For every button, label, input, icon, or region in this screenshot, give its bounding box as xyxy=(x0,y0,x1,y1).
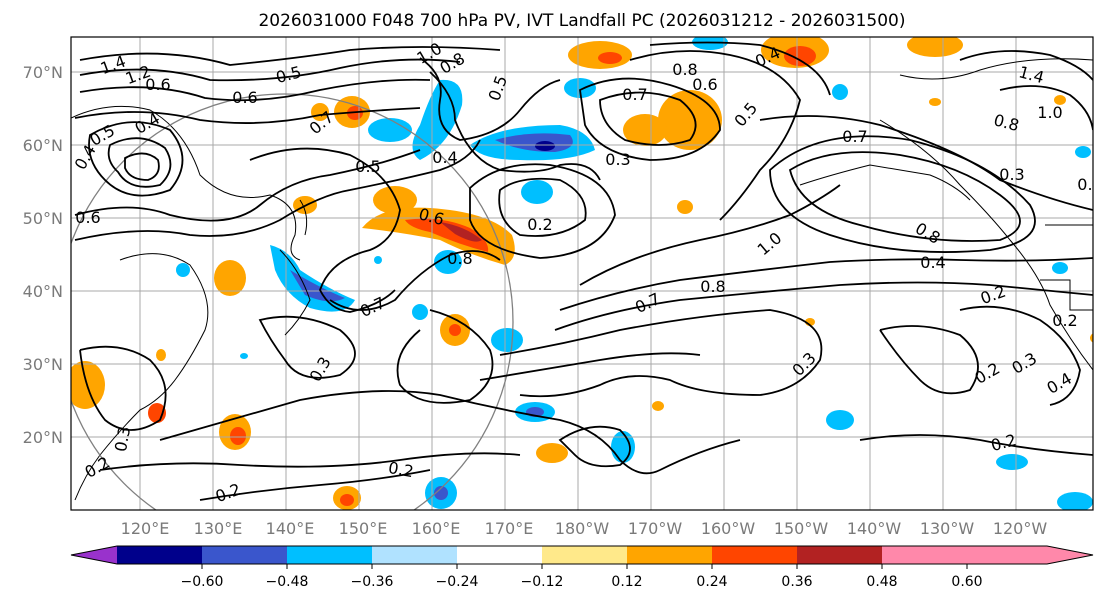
colorbar-extend-min xyxy=(71,546,117,564)
landfall-circle xyxy=(71,93,514,510)
lon-tick-label: 160°W xyxy=(701,519,756,538)
figure-title: 2026031000 F048 700 hPa PV, IVT Landfall… xyxy=(258,11,905,31)
colorbar-segment xyxy=(457,546,542,564)
graticule xyxy=(71,37,1093,510)
contour-label: 0.8 xyxy=(672,60,697,79)
contour-label: 0.5 xyxy=(355,157,380,176)
colorbar-tick-label: 0.12 xyxy=(611,574,642,590)
lat-tick-label: 60°N xyxy=(23,136,63,155)
lon-tick-label: 120°E xyxy=(121,519,170,538)
lon-tick-label: 130°W xyxy=(920,519,975,538)
colorbar-segment xyxy=(882,546,967,564)
contour-label: 0.8 xyxy=(700,277,725,296)
colorbar-tick-label: −0.60 xyxy=(181,574,224,590)
pv-contours xyxy=(74,41,1093,501)
lon-tick-label: 160°E xyxy=(412,519,461,538)
colorbar-segment xyxy=(202,546,287,564)
contour-label: 0.4 xyxy=(432,148,457,167)
map-frame xyxy=(70,36,1094,511)
colorbar-tick-marks xyxy=(201,564,968,569)
lon-axis: 120°E 130°E 140°E 150°E 160°E 170°E 180°… xyxy=(121,519,1048,538)
lat-tick-label: 50°N xyxy=(23,209,63,228)
colorbar-segment xyxy=(797,546,882,564)
lat-tick-label: 20°N xyxy=(23,428,63,447)
lat-tick-label: 30°N xyxy=(23,355,63,374)
contour-label: 0.7 xyxy=(622,85,647,104)
contour-label: 0.7 xyxy=(842,127,867,146)
contour-label: 0.4 xyxy=(920,253,945,272)
contour-label: 0.2 xyxy=(387,458,415,481)
lon-tick-label: 140°W xyxy=(847,519,902,538)
contour-label: 0.3 xyxy=(999,165,1024,184)
colorbar-tick-label: 0.48 xyxy=(866,574,897,590)
colorbar-tick-label: −0.48 xyxy=(266,574,309,590)
lon-tick-label: 180°W xyxy=(555,519,610,538)
colorbar: −0.60 −0.48 −0.36 −0.24 −0.12 0.12 0.24 … xyxy=(70,545,1094,590)
map-panel: 1.4 1.2 0.6 0.5 0.4 0.6 0.5 0.7 1.0 0.8 … xyxy=(70,36,1102,511)
colorbar-tick-label: −0.24 xyxy=(436,574,479,590)
colorbar-segment xyxy=(627,546,712,564)
lat-axis: 70°N 60°N 50°N 40°N 30°N 20°N xyxy=(23,63,63,447)
lat-tick-label: 40°N xyxy=(23,282,63,301)
contour-label: 0.6 xyxy=(145,75,170,94)
contour-label: 0.8 xyxy=(447,249,472,268)
colorbar-segment xyxy=(287,546,372,564)
colorbar-tick-label: −0.36 xyxy=(351,574,394,590)
colorbar-segment xyxy=(712,546,797,564)
lon-tick-label: 150°E xyxy=(339,519,388,538)
colorbar-extend-max xyxy=(967,546,1093,564)
lon-tick-label: 170°E xyxy=(485,519,534,538)
contour-label: 0.2 xyxy=(1052,311,1077,330)
colorbar-segment xyxy=(117,546,202,564)
contour-label: 1.0 xyxy=(1037,103,1062,122)
contour-label: 0.2 xyxy=(527,215,552,234)
colorbar-tick-label: 0.24 xyxy=(696,574,727,590)
lon-tick-label: 170°W xyxy=(628,519,683,538)
colorbar-segment xyxy=(542,546,627,564)
lon-tick-label: 120°W xyxy=(993,519,1048,538)
colorbar-segment xyxy=(372,546,457,564)
contour-label: 0.6 xyxy=(692,75,717,94)
lon-tick-label: 150°W xyxy=(774,519,829,538)
lon-tick-label: 130°E xyxy=(194,519,243,538)
lon-tick-label: 140°E xyxy=(266,519,315,538)
shaded-anomalies xyxy=(71,37,1093,510)
contour-label: 0.3 xyxy=(111,425,134,453)
colorbar-tick-label: −0.12 xyxy=(521,574,564,590)
contour-label: 0.6 xyxy=(75,208,100,227)
contour-label: 0.3 xyxy=(1077,175,1102,194)
coastlines xyxy=(71,58,1093,501)
colorbar-tick-label: 0.36 xyxy=(781,574,812,590)
contour-label: 0.3 xyxy=(605,150,630,169)
lat-tick-label: 70°N xyxy=(23,63,63,82)
colorbar-outline xyxy=(70,545,1094,565)
contour-label: 0.6 xyxy=(232,88,257,107)
colorbar-tick-label: 0.60 xyxy=(951,574,982,590)
